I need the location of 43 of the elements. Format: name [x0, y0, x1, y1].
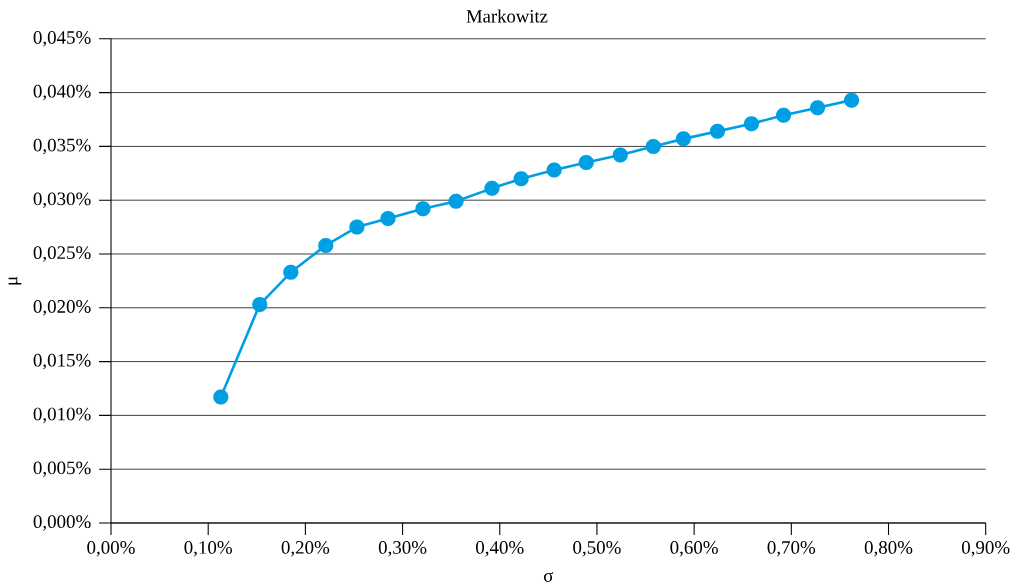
x-tick-label: 0,30%	[378, 541, 427, 557]
y-tick-label: 0,035%	[33, 138, 91, 155]
point	[675, 131, 692, 147]
x-tick-label: 0,10%	[184, 541, 232, 557]
point	[213, 389, 229, 405]
point	[484, 180, 500, 196]
point	[844, 92, 860, 108]
x-tick-label: 0,80%	[864, 541, 913, 557]
y-tick-label: 0,025%	[33, 246, 91, 262]
x-axis-title: σ	[543, 572, 554, 582]
y-tick-label: 0,030%	[33, 192, 91, 208]
y-tick-label: 0,020%	[33, 300, 91, 316]
point	[578, 154, 594, 171]
point	[743, 116, 760, 132]
point	[252, 296, 268, 313]
point	[809, 100, 826, 116]
y-tick-label: 0,010%	[33, 407, 91, 424]
x-tick-label: 0,00%	[87, 541, 135, 557]
point	[448, 193, 464, 209]
point	[546, 162, 562, 178]
point	[283, 264, 299, 280]
y-tick-label: 0,045%	[33, 31, 91, 47]
point	[513, 171, 529, 187]
point	[775, 107, 792, 123]
x-tick-label: 0,40%	[476, 541, 524, 557]
x-tick-label: 0,50%	[573, 541, 621, 557]
point	[380, 210, 396, 227]
point	[645, 138, 661, 154]
point	[612, 147, 628, 163]
y-tick-label: 0,040%	[33, 84, 91, 101]
x-tick-label: 0,20%	[281, 541, 330, 557]
y-axis-title: μ	[8, 276, 22, 285]
chart-title: Markowitz	[466, 9, 548, 23]
x-tick-label: 0,90%	[961, 541, 1010, 557]
y-tick-label: 0,015%	[33, 353, 91, 370]
point	[415, 201, 431, 217]
point	[349, 219, 365, 235]
x-tick-label: 0,70%	[767, 541, 816, 557]
x-tick-label: 0,60%	[670, 541, 718, 557]
y-tick-label: 0,000%	[33, 515, 91, 531]
y-tick-label: 0,005%	[33, 461, 91, 477]
point	[318, 237, 334, 253]
point	[709, 123, 726, 139]
